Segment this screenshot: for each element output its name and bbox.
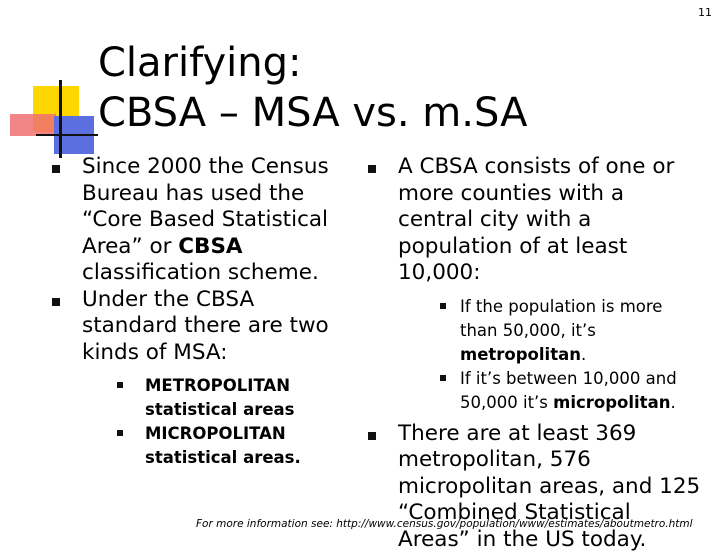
bullet-square-icon xyxy=(368,165,376,173)
bullet-square-icon xyxy=(52,165,60,173)
title-line-1: Clarifying: xyxy=(98,40,302,86)
bullet-cbsa-definition: A CBSA consists of one or more counties … xyxy=(368,154,704,415)
title-line-2: CBSA – MSA vs. m.SA xyxy=(98,90,527,136)
left-column: Since 2000 the Census Bureau has used th… xyxy=(52,154,342,470)
decor-vertical-line xyxy=(59,80,62,158)
bullet-square-icon xyxy=(368,432,376,440)
bullet-census-cbsa: Since 2000 the Census Bureau has used th… xyxy=(52,154,342,287)
footer-reference: For more information see: http://www.cen… xyxy=(196,518,716,530)
sub-bullet-square-icon xyxy=(440,303,446,309)
slide-number: 11 xyxy=(698,6,712,19)
sub-bullet-metro-threshold: If the population is more than 50,000, i… xyxy=(398,295,704,367)
sub-bullet-micro-threshold: If it’s between 10,000 and 50,000 it’s m… xyxy=(398,367,704,415)
sub-bullet-square-icon xyxy=(440,375,446,381)
right-column: A CBSA consists of one or more counties … xyxy=(368,154,704,553)
bullet-square-icon xyxy=(52,298,60,306)
sub-bullet-square-icon xyxy=(117,430,123,436)
bullet-two-kinds: Under the CBSA standard there are two ki… xyxy=(52,287,342,471)
slide-title: Clarifying: CBSA – MSA vs. m.SA xyxy=(98,38,658,138)
decor-red-bar xyxy=(10,114,56,136)
sub-bullet-micropolitan: MICROPOLITAN statistical areas. xyxy=(82,422,342,470)
decor-horizontal-line xyxy=(36,134,98,136)
sub-bullet-square-icon xyxy=(117,382,123,388)
sub-bullet-metropolitan: METROPOLITAN statistical areas xyxy=(82,374,342,422)
bullet-area-counts: There are at least 369 metropolitan, 576… xyxy=(368,421,704,553)
